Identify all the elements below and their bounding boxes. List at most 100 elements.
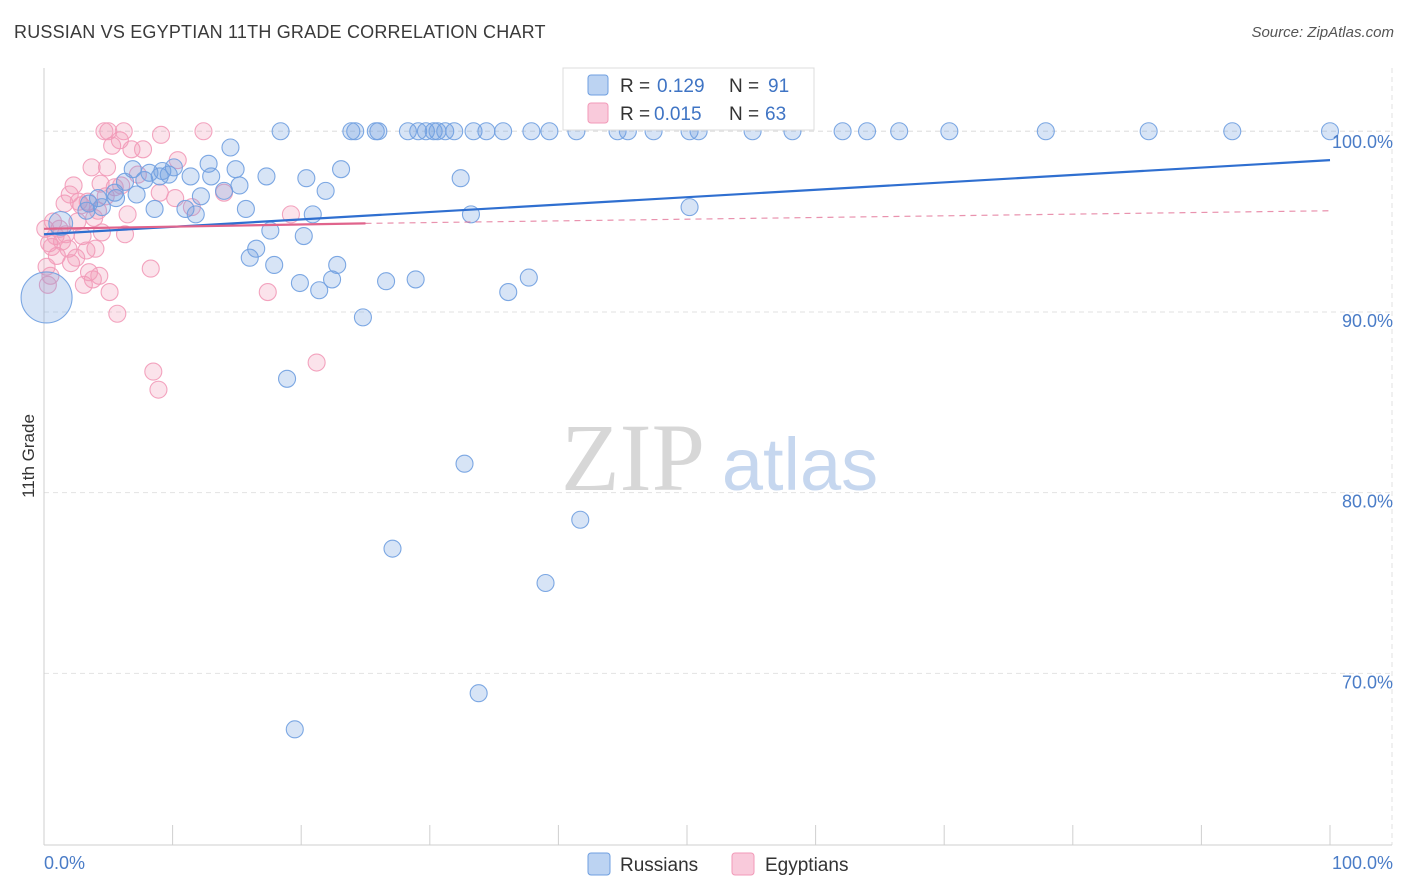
egyptians-point: [281, 205, 300, 224]
russians-point: [940, 122, 959, 141]
russians-point: [346, 122, 365, 141]
watermark-atlas: atlas: [722, 423, 878, 506]
russians-point: [469, 684, 488, 703]
russians-point: [221, 138, 240, 157]
egyptians-point: [59, 239, 78, 258]
russians-point: [477, 122, 496, 141]
russians-point: [271, 122, 290, 141]
russians-point: [202, 167, 221, 186]
russians-point: [106, 189, 126, 208]
russians-point: [536, 573, 555, 593]
egyptians-point: [95, 122, 114, 141]
russians-points: [20, 122, 1340, 739]
trend-lines: [43, 159, 1331, 236]
russians-point: [181, 167, 200, 186]
legend-r-label: R =: [620, 76, 650, 97]
russians-point: [540, 122, 559, 141]
russians-point: [857, 122, 877, 141]
russians-point: [328, 255, 347, 275]
russians-point: [316, 181, 335, 200]
series-legend: Russians Egyptians: [587, 852, 848, 876]
x-tick-label: 0.0%: [44, 853, 85, 873]
egyptians-point: [61, 254, 81, 273]
russians-point: [186, 205, 205, 224]
russians-point: [257, 167, 276, 186]
russians-point: [278, 369, 297, 388]
russians-point: [303, 205, 322, 224]
egyptians-point: [133, 140, 153, 159]
egyptians-point: [307, 353, 326, 372]
russians-point: [1320, 122, 1340, 141]
russians-point: [409, 122, 428, 141]
egyptians-point: [118, 205, 137, 224]
egyptians-point: [114, 122, 133, 141]
legend-row-russians: R = 0.129 N = 91: [587, 74, 789, 97]
egyptians-point: [60, 185, 79, 204]
watermark: ZIP atlas: [561, 404, 878, 511]
legend-n-label: N =: [729, 76, 759, 97]
egyptians-point: [100, 283, 119, 302]
egyptians-point: [108, 304, 127, 323]
russians-point: [445, 122, 464, 141]
correlation-legend: R = 0.129 N = 91 R = 0.015 N = 63: [562, 67, 815, 131]
egyptians-point: [86, 239, 105, 258]
legend-swatch-russians: [587, 74, 609, 96]
russians-point: [145, 199, 164, 218]
egyptians-point: [90, 266, 109, 285]
x-tick-label: 100.0%: [1332, 853, 1393, 873]
x-tick-labels: 0.0% 100.0%: [44, 853, 1393, 873]
egyptians-point: [194, 122, 213, 141]
russians-point: [519, 268, 538, 287]
egyptians-point: [97, 158, 117, 177]
egyptians-point: [149, 380, 168, 399]
russians-point: [77, 201, 96, 220]
egyptians-point: [141, 259, 160, 278]
russians-point: [265, 255, 284, 275]
russians-point: [342, 122, 361, 141]
russians-point: [332, 160, 351, 179]
russians-point: [92, 198, 111, 217]
egyptians-point: [77, 241, 96, 260]
russians-trend-line: [43, 159, 1331, 236]
russians-point: [383, 539, 402, 558]
egyptians-point: [144, 362, 163, 381]
russians-point: [377, 272, 396, 291]
egyptians-point: [64, 176, 83, 195]
russians-point: [464, 122, 483, 141]
russians-point: [127, 185, 146, 204]
chart-title: RUSSIAN VS EGYPTIAN 11TH GRADE CORRELATI…: [14, 22, 546, 42]
russians-point: [398, 122, 417, 141]
russians-point: [176, 199, 195, 218]
russians-point: [1223, 122, 1242, 141]
source-credit: Source: ZipAtlas.com: [1251, 24, 1394, 41]
russians-point: [499, 283, 518, 302]
legend-r-value-russians: 0.129: [657, 76, 705, 97]
y-tick-label: 90.0%: [1342, 311, 1393, 331]
legend-n-label: N =: [729, 104, 759, 125]
axes: [43, 68, 1392, 846]
russians-point: [230, 176, 249, 195]
y-axis-label: 11th Grade: [19, 414, 38, 498]
watermark-zip: ZIP: [561, 404, 705, 511]
egyptians-point: [47, 246, 66, 265]
russians-point: [88, 189, 108, 208]
russians-point: [890, 122, 909, 141]
russians-point: [406, 270, 425, 289]
egyptians-point: [67, 248, 86, 267]
russians-point: [494, 122, 513, 141]
russians-point: [353, 308, 372, 327]
russians-point: [226, 160, 245, 179]
russians-point: [20, 271, 73, 324]
russians-point: [294, 226, 313, 246]
legend-n-value-egyptians: 63: [765, 104, 786, 125]
egyptians-trend-line: [43, 222, 366, 230]
legend-bottom-label-egyptians: Egyptians: [765, 855, 848, 876]
russians-point: [369, 122, 388, 141]
russians-point: [833, 122, 852, 141]
y-tick-label: 80.0%: [1342, 492, 1393, 512]
y-tick-label: 70.0%: [1342, 672, 1393, 692]
russians-point: [214, 181, 234, 200]
russians-point: [240, 248, 259, 267]
legend-bottom-label-russians: Russians: [620, 855, 698, 876]
